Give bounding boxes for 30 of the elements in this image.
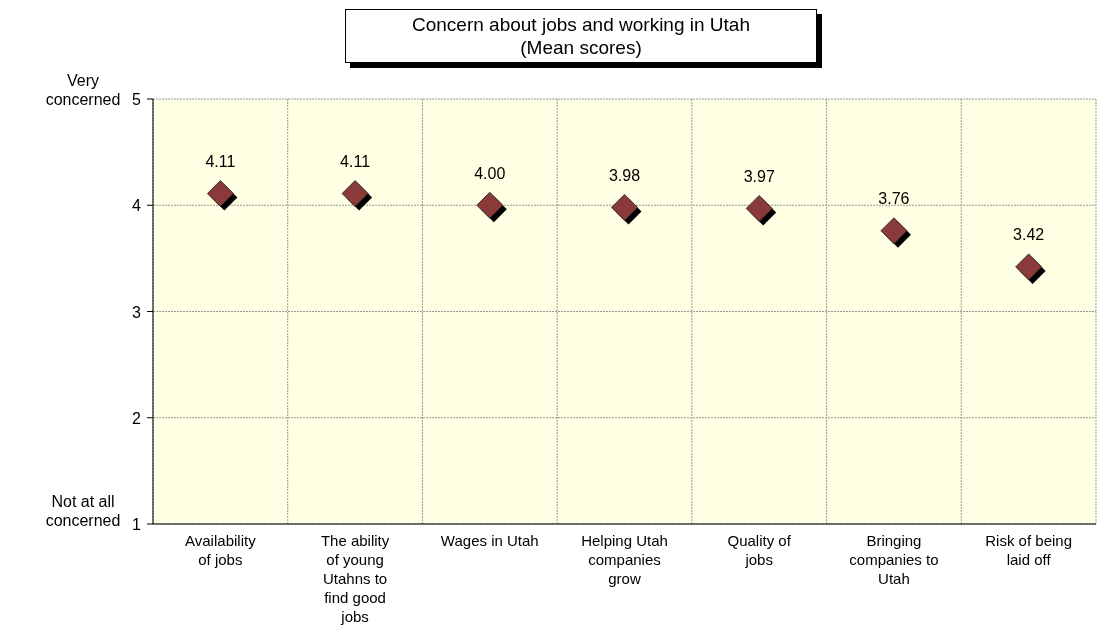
x-tick-label: The ability of young Utahns to find good jobs <box>320 532 390 625</box>
y-tick-label: 4 <box>132 197 142 215</box>
point <box>341 180 369 207</box>
y-tick-label: 1 <box>132 516 142 533</box>
y-tick-label: 3 <box>132 303 142 321</box>
text: Very concerned <box>45 71 121 108</box>
point <box>476 191 504 219</box>
point <box>611 193 638 221</box>
data-label: 3.76 <box>878 190 910 208</box>
x-tick-label: Quality of jobs <box>727 532 792 568</box>
x-tick-label: Wages in Utah <box>440 532 539 549</box>
chart-title: Concern about jobs and working in Utah <box>411 13 751 36</box>
text: Not at all concerned <box>45 492 121 529</box>
data-label: 4.11 <box>205 153 236 171</box>
data-label: 3.97 <box>743 167 775 185</box>
x-tick-label: Availability of jobs <box>185 532 257 568</box>
chart-subtitle: (Mean scores) <box>519 36 643 59</box>
data-label: 3.98 <box>608 166 641 184</box>
point <box>880 217 908 245</box>
y-tick-label: 5 <box>132 91 142 108</box>
data-label: 4.11 <box>340 153 371 171</box>
point <box>1015 253 1043 281</box>
x-tick-label: Risk of being laid off <box>985 532 1072 568</box>
data-label: 3.42 <box>1013 226 1045 244</box>
y-tick-label: 2 <box>132 409 142 427</box>
data-label: 4.00 <box>474 164 506 182</box>
x-tick-label: Bringing companies to Utah <box>849 532 939 587</box>
point <box>206 180 234 207</box>
point <box>745 195 773 222</box>
x-tick-label: Helping Utah companies grow <box>581 532 668 587</box>
